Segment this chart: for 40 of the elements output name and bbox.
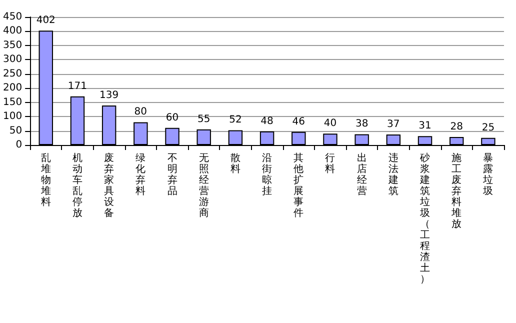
y-tick-label: 450	[2, 12, 22, 22]
y-tick-label: 200	[2, 82, 22, 94]
x-tick-label: 暴露垃圾	[482, 153, 494, 197]
data-label: 40	[324, 118, 337, 130]
x-tick-label: 散料	[230, 153, 240, 175]
data-label: 402	[36, 15, 56, 26]
x-tick-label: 沿街晾挂	[262, 152, 272, 197]
x-tick-label: 机动车乱停放	[72, 152, 82, 219]
x-tick-label: 无照经营游商	[198, 153, 209, 219]
x-tick-label: 绿化弃料	[136, 153, 146, 197]
y-tick-label: 350	[2, 40, 22, 51]
data-label: 31	[418, 120, 432, 132]
x-tick-label: 违法建筑	[387, 152, 398, 197]
y-tick-label: 300	[2, 54, 22, 66]
x-tick-label: 废弃家具设备	[104, 152, 114, 219]
category-label: 砂浆建筑垃圾（工程渣土）	[420, 153, 430, 285]
data-label: 37	[387, 118, 400, 130]
data-label: 46	[292, 116, 306, 128]
x-tick-label: 出店经营	[356, 152, 367, 197]
y-tick-label: 100	[2, 111, 22, 122]
y-tick-label: 150	[2, 96, 22, 108]
x-tick-label: 施工废弃料堆放	[450, 152, 462, 230]
x-tick-label: 乱堆物堆料	[40, 153, 51, 208]
data-label: 28	[450, 122, 463, 133]
y-tick-label: 400	[2, 26, 22, 37]
data-label: 80	[134, 106, 148, 118]
data-label: 38	[355, 118, 368, 130]
data-label: 52	[229, 114, 242, 126]
data-label: 25	[482, 122, 495, 134]
data-label: 60	[166, 112, 179, 124]
data-label: 171	[68, 80, 88, 92]
data-label: 139	[100, 90, 119, 101]
x-tick-label: 不明弃品	[167, 153, 178, 197]
data-label: 55	[197, 114, 210, 125]
y-tick-label: 250	[2, 68, 22, 80]
y-tick-label: 50	[9, 125, 22, 136]
data-label: 48	[260, 116, 274, 127]
x-tick-label: 其他扩展事件	[294, 152, 304, 219]
y-tick-label: 0	[16, 140, 22, 150]
x-tick-label: 行料	[325, 153, 336, 175]
